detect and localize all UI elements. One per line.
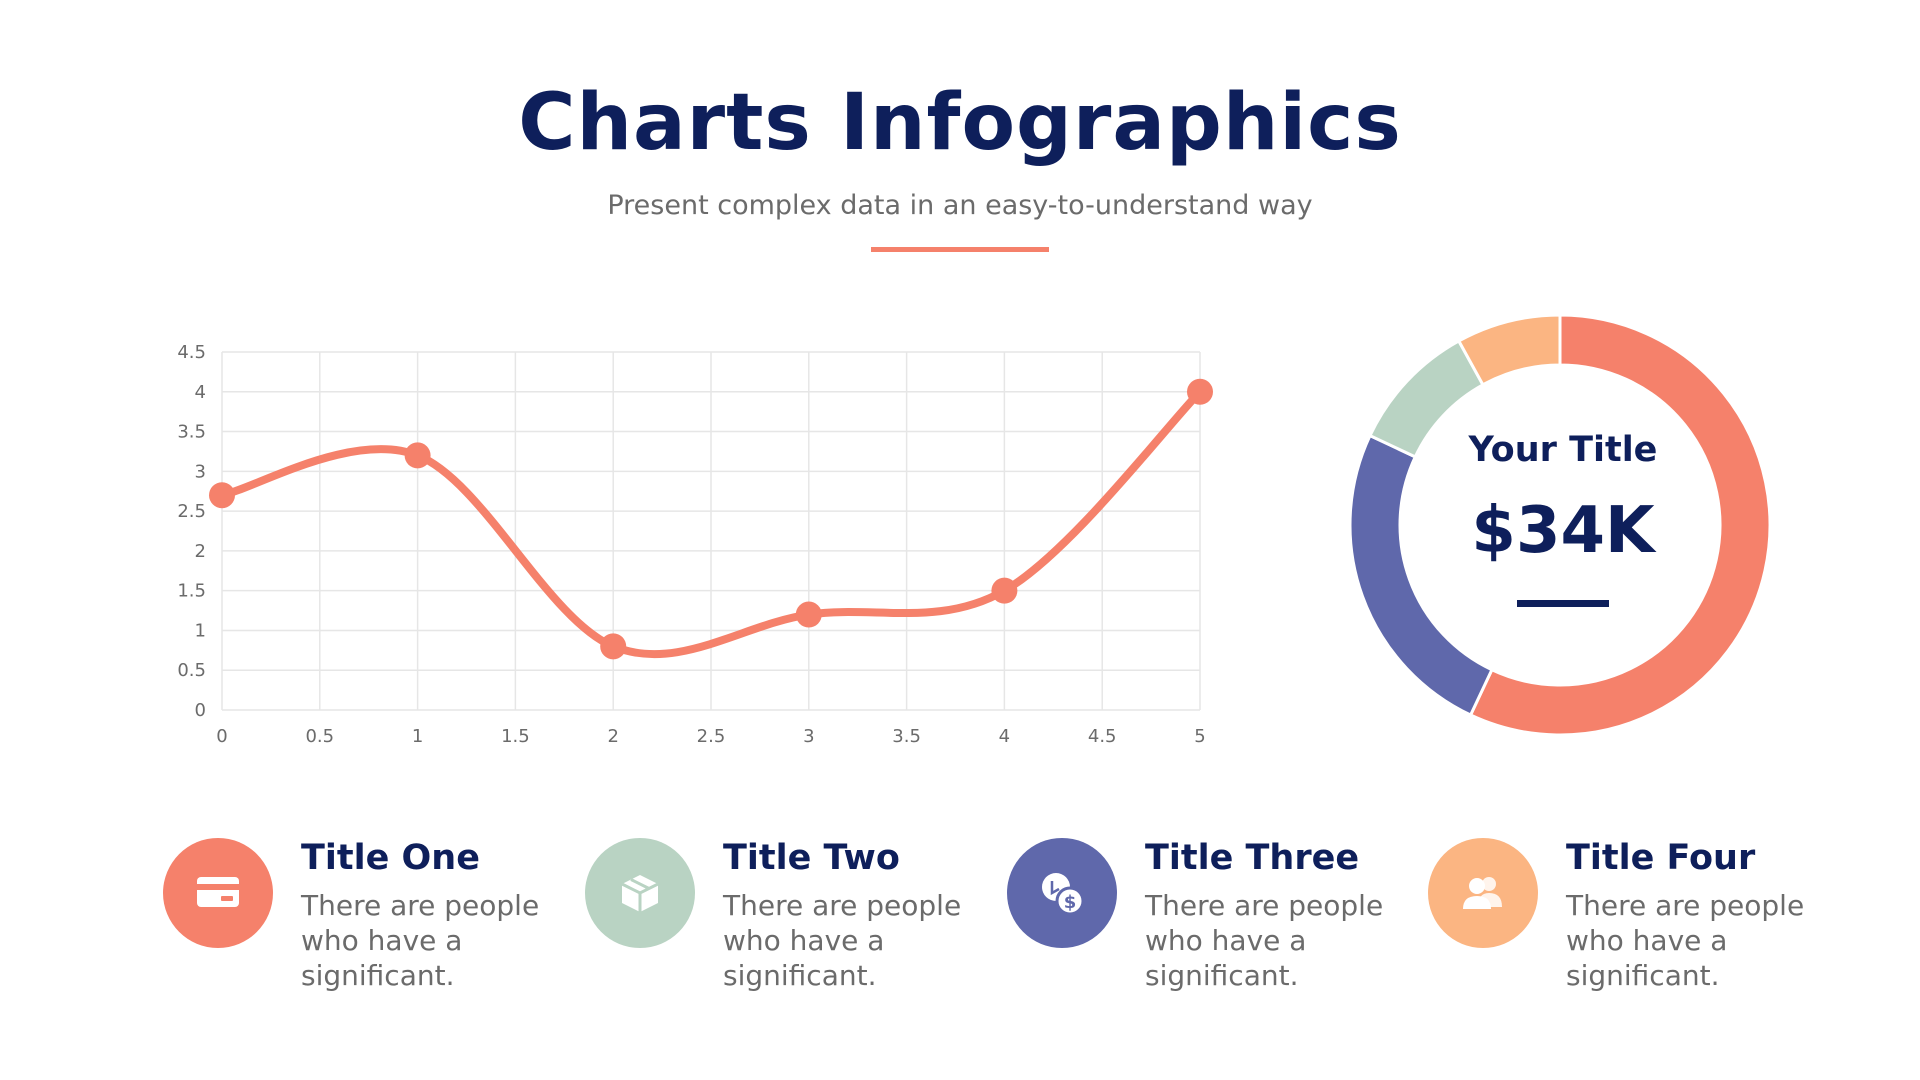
x-tick-label: 1.5: [501, 726, 530, 747]
feature-two-circle: [585, 838, 695, 948]
feature-description: There are people who have a significant.: [1566, 889, 1805, 992]
feature-title: Title Two: [723, 838, 900, 878]
donut-slice: [1456, 313, 1562, 387]
feature-four-circle: [1428, 838, 1538, 948]
y-tick-label: 3: [195, 461, 206, 482]
x-tick-label: 5: [1194, 726, 1205, 747]
donut-slice: [1468, 313, 1772, 737]
header: Charts Infographics Present complex data…: [0, 84, 1920, 252]
donut-chart: [1348, 313, 1772, 737]
y-tick-label: 0.5: [177, 660, 206, 681]
x-tick-label: 1: [412, 726, 423, 747]
chart-grid: [221, 351, 1201, 711]
svg-text:$: $: [1064, 892, 1077, 913]
x-tick-label: 0: [216, 726, 227, 747]
feature-four: Title Four There are people who have a s…: [1428, 838, 1828, 1008]
feature-one: Title One There are people who have a si…: [163, 838, 563, 1008]
users-icon: [1463, 877, 1502, 909]
series-line: [218, 387, 1204, 659]
x-tick-label: 2.5: [697, 726, 726, 747]
y-tick-label: 1: [195, 620, 206, 641]
donut-value: $34K: [1471, 494, 1655, 568]
data-point: [600, 633, 627, 660]
y-tick-label: 4.5: [177, 342, 206, 363]
x-tick-label: 0.5: [305, 726, 334, 747]
title-underline: [871, 247, 1049, 252]
data-point: [209, 482, 235, 509]
x-tick-label: 4.5: [1088, 726, 1117, 747]
data-point: [795, 601, 822, 628]
x-tick-label: 4: [999, 726, 1010, 747]
feature-description: There are people who have a significant.: [301, 889, 540, 992]
credit-card-icon: [197, 877, 239, 907]
x-tick-label: 3: [803, 726, 814, 747]
feature-description: There are people who have a significant.: [723, 889, 962, 992]
page-title: Charts Infographics: [518, 78, 1402, 168]
line-chart: 0 0.5 1 1.5 2 2.5 3 3.5 4 4.5 5 0 0.5 1 1.5 2 2.5 3 3.5 4 4.…: [177, 342, 1213, 747]
feature-title: Title One: [301, 838, 480, 878]
data-point: [991, 577, 1018, 604]
y-tick-label: 2.5: [177, 501, 206, 522]
donut-divider: [1517, 600, 1609, 607]
feature-two: Title Two There are people who have a si…: [585, 838, 985, 1008]
feature-three-circle: $: [1007, 838, 1117, 948]
x-tick-label: 3.5: [892, 726, 921, 747]
feature-one-circle: [163, 838, 273, 948]
y-tick-label: 4: [195, 382, 206, 403]
x-tick-label: 2: [607, 726, 618, 747]
y-tick-label: 1.5: [177, 581, 206, 602]
feature-three: $ Title Three There are people who have …: [1007, 838, 1407, 1008]
donut-center: Your Title $34K: [1438, 430, 1688, 607]
y-tick-label: 2: [195, 541, 206, 562]
feature-title: Title Three: [1145, 838, 1360, 878]
y-tick-label: 3.5: [177, 422, 206, 443]
page-subtitle: Present complex data in an easy-to-under…: [607, 190, 1313, 221]
feature-description: There are people who have a significant.: [1145, 889, 1384, 992]
data-point: [1187, 378, 1213, 405]
donut-title: Your Title: [1468, 430, 1658, 470]
box-icon: [621, 875, 659, 912]
data-point: [404, 442, 431, 469]
feature-title: Title Four: [1566, 838, 1756, 878]
money-exchange-icon: $: [1042, 873, 1085, 916]
y-tick-label: 0: [195, 700, 206, 721]
